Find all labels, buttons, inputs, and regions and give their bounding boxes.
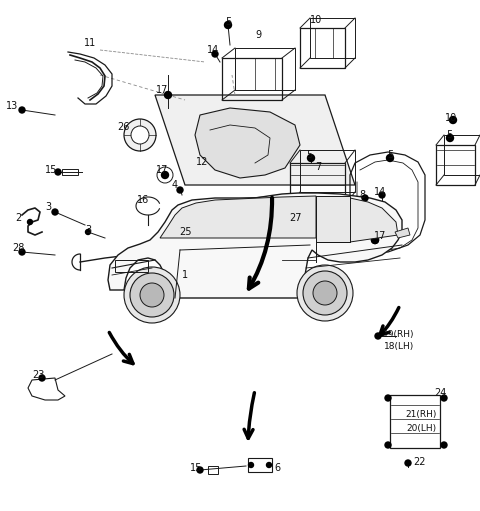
Text: 3: 3 — [45, 202, 51, 212]
Circle shape — [212, 51, 218, 57]
Polygon shape — [350, 198, 398, 242]
Circle shape — [372, 237, 379, 244]
Text: 17: 17 — [374, 231, 386, 241]
Circle shape — [379, 192, 385, 198]
Circle shape — [441, 442, 447, 448]
Circle shape — [197, 467, 203, 473]
Text: 4: 4 — [172, 180, 178, 190]
Text: 14: 14 — [207, 45, 219, 55]
Circle shape — [297, 265, 353, 321]
Text: 28: 28 — [12, 243, 24, 253]
Text: 7: 7 — [315, 162, 321, 172]
Text: 3: 3 — [85, 225, 91, 235]
Text: 21(RH): 21(RH) — [405, 410, 437, 420]
Text: 5: 5 — [387, 150, 393, 160]
Text: 27: 27 — [289, 213, 301, 223]
Text: 17: 17 — [156, 165, 168, 175]
Circle shape — [39, 375, 45, 381]
Text: 17: 17 — [156, 85, 168, 95]
Text: 19(RH): 19(RH) — [383, 330, 415, 338]
Circle shape — [385, 395, 391, 401]
Circle shape — [249, 462, 253, 468]
Polygon shape — [160, 196, 316, 238]
Circle shape — [19, 249, 25, 255]
Circle shape — [225, 21, 231, 29]
Circle shape — [308, 154, 314, 161]
Circle shape — [27, 220, 33, 224]
Circle shape — [386, 154, 394, 161]
Text: 20(LH): 20(LH) — [406, 424, 436, 432]
Text: 8: 8 — [359, 190, 365, 200]
Circle shape — [124, 267, 180, 323]
Text: 1: 1 — [182, 270, 188, 280]
Circle shape — [446, 134, 454, 142]
Circle shape — [375, 333, 381, 339]
Circle shape — [362, 195, 368, 201]
Text: 16: 16 — [137, 195, 149, 205]
Circle shape — [55, 169, 61, 175]
Polygon shape — [316, 196, 350, 242]
Circle shape — [130, 273, 174, 317]
Text: 26: 26 — [117, 122, 129, 132]
Text: 9: 9 — [255, 30, 261, 40]
Polygon shape — [108, 193, 402, 298]
Circle shape — [177, 187, 183, 193]
Text: 5: 5 — [306, 150, 312, 160]
Text: 15: 15 — [45, 165, 57, 175]
Circle shape — [385, 442, 391, 448]
Circle shape — [131, 126, 149, 144]
Circle shape — [313, 281, 337, 305]
Circle shape — [289, 219, 297, 225]
Circle shape — [19, 107, 25, 113]
Circle shape — [303, 271, 347, 315]
Text: 6: 6 — [274, 463, 280, 473]
Circle shape — [52, 209, 58, 215]
Circle shape — [449, 117, 456, 124]
Text: 5: 5 — [225, 17, 231, 27]
Polygon shape — [395, 228, 410, 238]
Circle shape — [372, 237, 379, 244]
Text: 15: 15 — [190, 463, 202, 473]
Text: 10: 10 — [310, 15, 322, 25]
Circle shape — [405, 460, 411, 466]
Polygon shape — [195, 108, 300, 178]
Text: 10: 10 — [445, 113, 457, 123]
Text: 12: 12 — [196, 157, 208, 167]
Text: 14: 14 — [374, 187, 386, 197]
Text: 23: 23 — [32, 370, 44, 380]
Text: 13: 13 — [6, 101, 18, 111]
Text: 5: 5 — [446, 130, 452, 140]
Text: 18(LH): 18(LH) — [384, 342, 414, 352]
Text: 25: 25 — [179, 227, 191, 237]
Polygon shape — [155, 95, 355, 185]
Text: 22: 22 — [414, 457, 426, 467]
Circle shape — [161, 172, 168, 178]
Circle shape — [165, 91, 171, 99]
Circle shape — [266, 462, 272, 468]
Text: 24: 24 — [434, 388, 446, 398]
Text: 2: 2 — [15, 213, 21, 223]
Circle shape — [85, 229, 91, 235]
Text: 11: 11 — [84, 38, 96, 48]
Circle shape — [124, 119, 156, 151]
Circle shape — [140, 283, 164, 307]
Circle shape — [441, 395, 447, 401]
